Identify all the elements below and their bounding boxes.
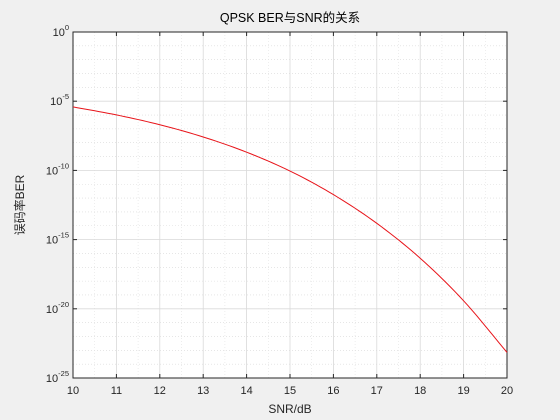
x-tick-label: 15 xyxy=(284,385,296,397)
x-tick-label: 13 xyxy=(197,385,209,397)
x-tick-label: 17 xyxy=(371,385,383,397)
x-tick-label: 11 xyxy=(111,385,122,397)
y-axis-label: 误码率BER xyxy=(12,174,27,235)
chart-title: QPSK BER与SNR的关系 xyxy=(220,10,360,25)
x-axis-label: SNR/dB xyxy=(268,402,311,416)
x-tick-label: 16 xyxy=(327,385,339,397)
x-tick-label: 20 xyxy=(501,385,513,397)
x-tick-label: 18 xyxy=(414,385,426,397)
x-tick-label: 12 xyxy=(154,385,166,397)
x-tick-label: 14 xyxy=(240,385,252,397)
x-tick-label: 19 xyxy=(457,385,469,397)
x-tick-label: 10 xyxy=(67,385,79,397)
